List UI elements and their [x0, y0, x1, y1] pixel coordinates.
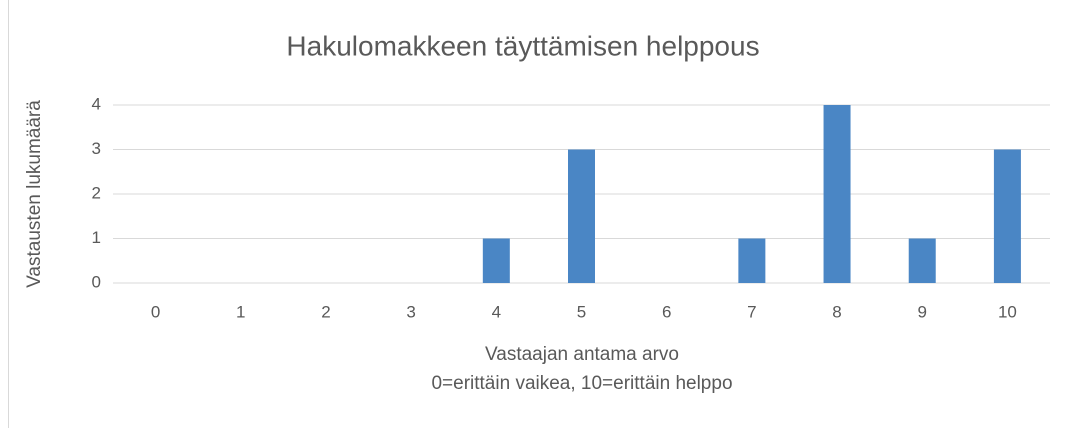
- x-axis-label: 0=erittäin vaikea, 10=erittäin helppo: [431, 373, 732, 394]
- x-tick-label: 0: [151, 302, 160, 321]
- bar: [482, 238, 510, 283]
- x-tick-label: 7: [747, 302, 756, 321]
- y-axis-label: Vastausten lukumäärä: [24, 100, 45, 288]
- y-tick-label: 4: [92, 94, 101, 113]
- y-tick-label: 0: [92, 272, 101, 291]
- x-tick-label: 8: [832, 302, 841, 321]
- x-tick-label: 4: [492, 302, 501, 321]
- x-tick-label: 5: [577, 302, 586, 321]
- x-axis-label: Vastaajan antama arvo: [485, 344, 679, 365]
- bar: [823, 105, 851, 283]
- y-tick-label: 3: [92, 139, 101, 158]
- bar: [738, 238, 766, 283]
- x-tick-label: 2: [321, 302, 330, 321]
- x-tick-label: 9: [917, 302, 926, 321]
- x-tick-label: 10: [998, 302, 1017, 321]
- bar: [568, 149, 595, 283]
- x-tick-label: 6: [662, 302, 671, 321]
- chart-frame: [8, 0, 9, 428]
- bar: [993, 149, 1021, 283]
- x-tick-label: 3: [406, 302, 415, 321]
- chart-title: Hakulomakkeen täyttämisen helppous: [286, 30, 759, 61]
- y-tick-label: 1: [92, 228, 101, 247]
- y-tick-label: 2: [92, 183, 101, 202]
- bar: [908, 238, 936, 283]
- x-tick-label: 1: [236, 302, 245, 321]
